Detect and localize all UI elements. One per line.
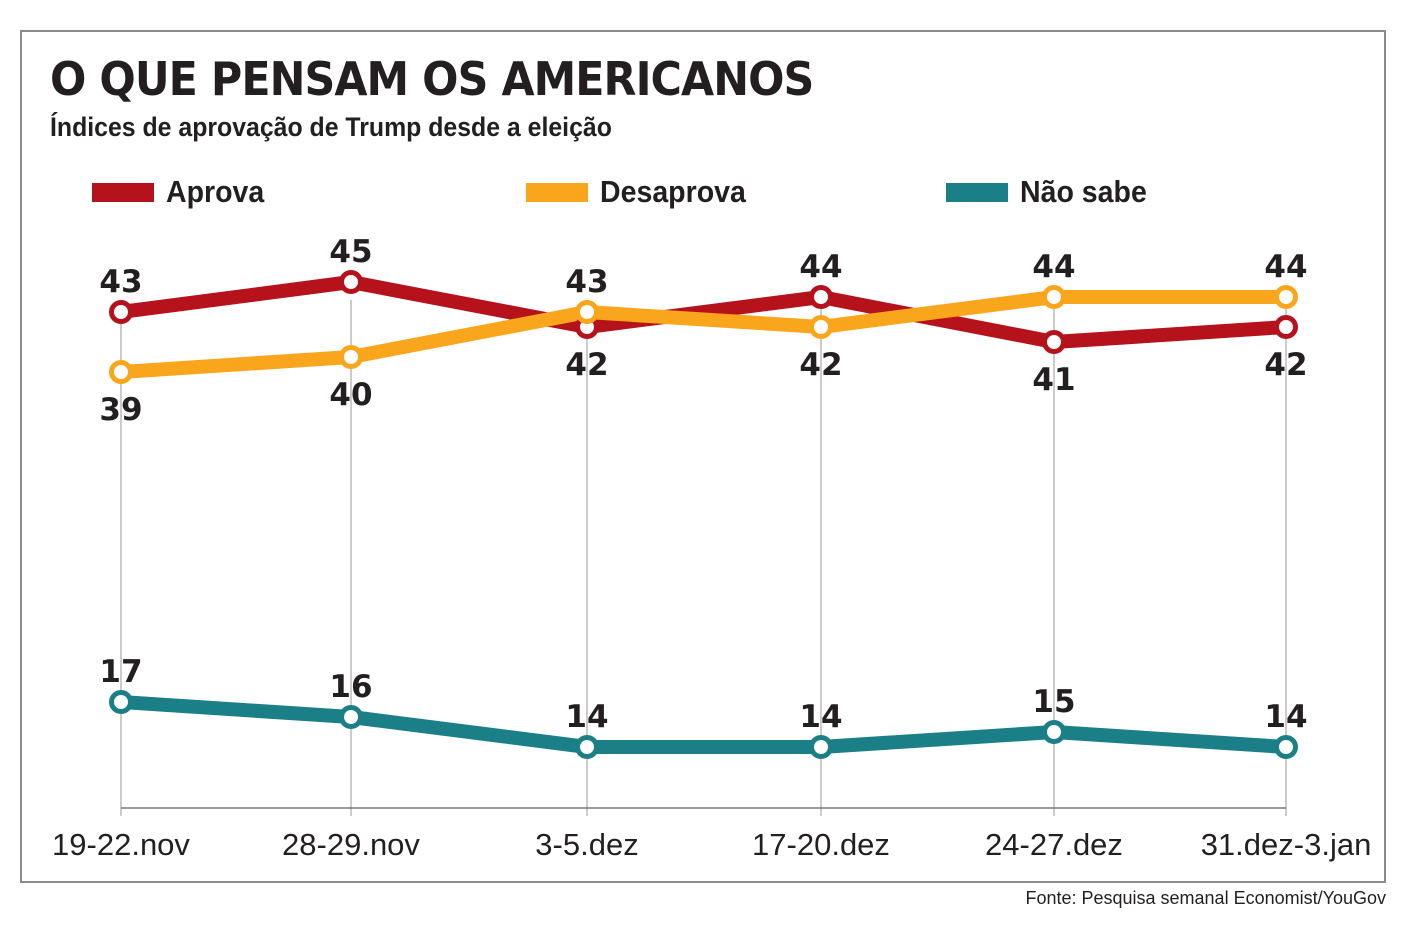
data-label-desaprova: 40	[329, 377, 372, 413]
data-label-aprova: 42	[565, 347, 608, 383]
data-point-aprova	[1042, 330, 1066, 354]
data-label-desaprova: 44	[1032, 249, 1075, 285]
legend-item-desaprova: Desaprova	[526, 174, 759, 210]
data-point-desaprova	[809, 315, 833, 339]
data-label-desaprova: 42	[799, 347, 842, 383]
data-label-nao-sabe: 14	[1264, 699, 1307, 735]
data-point-aprova	[109, 300, 133, 324]
data-label-desaprova: 43	[565, 264, 608, 300]
legend-swatch-aprova	[92, 182, 154, 202]
legend-item-nao-sabe: Não sabe	[946, 174, 1158, 210]
data-label-nao-sabe: 17	[99, 654, 142, 690]
x-tick-label: 17-20.dez	[752, 827, 890, 862]
x-tick-label: 28-29.nov	[282, 827, 420, 862]
legend-label-aprova: Aprova	[166, 174, 265, 209]
chart-subtitle: Índices de aprovação de Trump desde a el…	[50, 112, 612, 142]
data-label-nao-sabe: 15	[1032, 684, 1075, 720]
data-label-aprova: 43	[99, 264, 142, 300]
data-point-nao-sabe	[1274, 735, 1298, 759]
data-label-nao-sabe: 16	[329, 669, 372, 705]
x-tick-label: 31.dez-3.jan	[1201, 827, 1372, 862]
series-line-não-sabe	[120, 695, 1287, 754]
data-point-desaprova	[1274, 285, 1298, 309]
legend-swatch-nao-sabe	[946, 182, 1008, 202]
data-label-desaprova: 44	[1264, 249, 1307, 285]
data-point-desaprova	[1042, 285, 1066, 309]
x-tick-label: 24-27.dez	[985, 827, 1123, 862]
data-point-aprova	[809, 285, 833, 309]
data-point-desaprova	[339, 345, 363, 369]
chart-frame	[20, 30, 1386, 883]
data-point-nao-sabe	[109, 690, 133, 714]
data-label-nao-sabe: 14	[565, 699, 608, 735]
data-point-nao-sabe	[575, 735, 599, 759]
data-label-aprova: 45	[329, 234, 372, 270]
data-point-nao-sabe	[1042, 720, 1066, 744]
source-note: Fonte: Pesquisa semanal Economist/YouGov	[1025, 888, 1386, 908]
data-point-aprova	[1274, 315, 1298, 339]
legend-item-aprova: Aprova	[92, 174, 273, 210]
data-point-desaprova	[575, 300, 599, 324]
data-label-nao-sabe: 14	[799, 699, 842, 735]
data-point-nao-sabe	[339, 705, 363, 729]
data-label-desaprova: 39	[99, 392, 142, 428]
series-line-desaprova	[120, 290, 1286, 379]
series-line-aprova	[120, 275, 1287, 349]
legend-label-desaprova: Desaprova	[600, 174, 746, 209]
data-point-nao-sabe	[809, 735, 833, 759]
x-tick-label: 19-22.nov	[52, 827, 190, 862]
data-label-aprova: 42	[1264, 347, 1307, 383]
data-label-aprova: 44	[799, 249, 842, 285]
legend-swatch-desaprova	[526, 182, 588, 202]
x-tick-label: 3-5.dez	[535, 827, 638, 862]
chart-title: O QUE PENSAM OS AMERICANOS	[50, 52, 814, 106]
legend-label-nao-sabe: Não sabe	[1020, 174, 1147, 209]
data-point-desaprova	[109, 360, 133, 384]
data-label-aprova: 41	[1032, 362, 1075, 398]
data-point-aprova	[339, 270, 363, 294]
